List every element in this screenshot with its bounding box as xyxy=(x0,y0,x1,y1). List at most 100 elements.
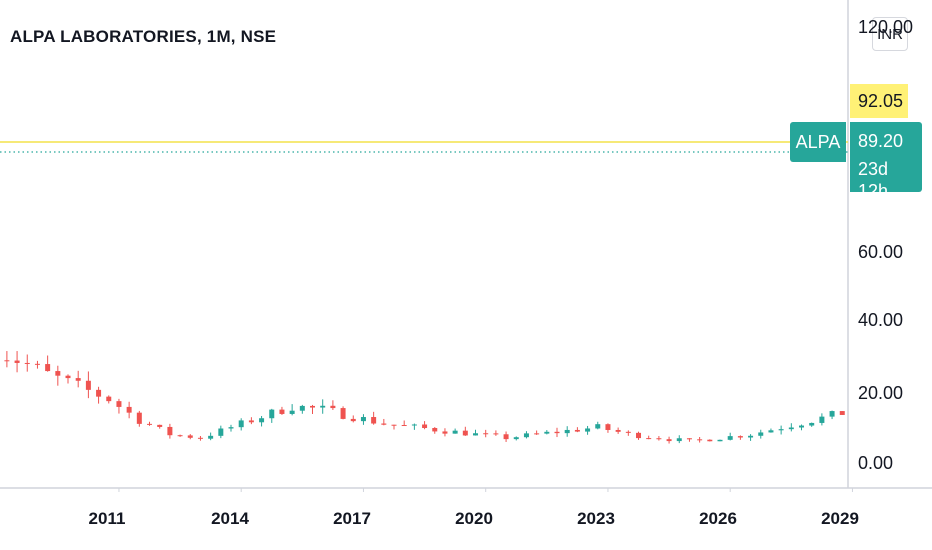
candle-down xyxy=(96,389,102,397)
symbol-tag: ALPA xyxy=(790,122,846,162)
candle-up xyxy=(259,418,265,423)
candle-up xyxy=(360,417,366,422)
currency-button[interactable]: INR xyxy=(872,17,908,51)
candle-up xyxy=(768,430,774,433)
candle-down xyxy=(442,431,448,434)
x-tick-label: 2014 xyxy=(211,509,249,528)
candle-down xyxy=(75,378,81,381)
candle-up xyxy=(595,424,601,429)
candle-up xyxy=(411,424,417,426)
x-tick-label: 2011 xyxy=(88,509,126,528)
x-tick-label: 2017 xyxy=(333,509,371,528)
candle-down xyxy=(116,401,122,407)
x-tick-label: 2023 xyxy=(577,509,615,528)
candle-down xyxy=(686,438,692,440)
last-price-tag: 89.20 23d 12h xyxy=(850,122,922,201)
candle-down xyxy=(422,424,428,429)
y-tick-label: 40.00 xyxy=(858,310,904,330)
candle-down xyxy=(646,438,652,440)
candle-down xyxy=(197,437,203,439)
candle-up xyxy=(676,438,682,442)
candle-down xyxy=(136,412,142,424)
x-tick-label: 2020 xyxy=(455,509,493,528)
candle-down xyxy=(45,364,51,372)
y-tick-label: 60.00 xyxy=(858,242,904,262)
candle-down xyxy=(666,439,672,442)
candle-down xyxy=(85,380,91,390)
candle-up xyxy=(778,429,784,431)
candle-down xyxy=(147,423,153,425)
candle-down xyxy=(167,426,173,436)
candle-down xyxy=(839,411,845,415)
candle-down xyxy=(55,371,61,376)
candle-up xyxy=(544,431,550,434)
candle-up xyxy=(228,427,234,429)
candle-down xyxy=(737,436,743,438)
candle-down xyxy=(126,406,132,413)
candle-down xyxy=(4,360,10,362)
candle-down xyxy=(432,428,438,432)
candle-down xyxy=(187,435,193,438)
candle-up xyxy=(809,422,815,426)
candle-down xyxy=(697,439,703,441)
candle-down xyxy=(605,424,611,430)
y-tick-label: 0.00 xyxy=(858,453,894,473)
candle-up xyxy=(829,411,835,417)
candle-up xyxy=(585,428,591,432)
candle-up xyxy=(564,429,570,434)
candle-up xyxy=(758,432,764,436)
candle-up xyxy=(523,433,529,438)
x-tick-label: 2026 xyxy=(699,509,737,528)
candle-down xyxy=(24,362,30,364)
candle-down xyxy=(391,424,397,426)
candle-down xyxy=(157,424,163,427)
candle-down xyxy=(636,432,642,439)
candle-down xyxy=(14,360,20,363)
candle-down xyxy=(340,408,346,419)
candle-down xyxy=(106,396,112,402)
candle-down xyxy=(330,405,336,409)
candle-down xyxy=(177,435,183,437)
candle-down xyxy=(707,439,713,442)
candle-down xyxy=(615,429,621,432)
candle-up xyxy=(819,416,825,423)
candle-up xyxy=(299,405,305,411)
candle-down xyxy=(625,431,631,433)
candle-down xyxy=(248,420,254,423)
candle-up xyxy=(799,425,805,428)
last-price-label: 89.20 xyxy=(858,131,904,151)
candle-down xyxy=(493,433,499,435)
candle-down xyxy=(279,409,285,414)
candle-up xyxy=(452,430,458,434)
candle-up xyxy=(473,433,479,436)
candle-down xyxy=(574,429,580,432)
candle-up xyxy=(208,435,214,439)
candle-down xyxy=(350,418,356,422)
candle-down xyxy=(554,431,560,434)
candle-up xyxy=(727,436,733,440)
candle-up xyxy=(748,435,754,438)
candle-up xyxy=(289,410,295,414)
candle-down xyxy=(371,417,377,424)
candle-down xyxy=(401,425,407,427)
candle-down xyxy=(462,430,468,436)
candle-down xyxy=(656,438,662,440)
y-tick-label: 20.00 xyxy=(858,383,904,403)
candle-down xyxy=(381,423,387,425)
candle-down xyxy=(483,433,489,435)
candle-down xyxy=(534,433,540,435)
candle-up xyxy=(238,420,244,428)
chart-title: ALPA LABORATORIES, 1M, NSE xyxy=(10,27,277,46)
x-tick-label: 2029 xyxy=(821,509,859,528)
candle-up xyxy=(269,409,275,419)
candle-down xyxy=(503,434,509,440)
candle-down xyxy=(310,405,316,408)
candle-up xyxy=(513,437,519,440)
candle-up xyxy=(218,428,224,436)
candle-up xyxy=(320,405,326,408)
bar-countdown-label: 23d 12h xyxy=(858,159,889,201)
y-tick-label: 120.00 xyxy=(858,17,914,37)
candle-down xyxy=(34,363,40,365)
